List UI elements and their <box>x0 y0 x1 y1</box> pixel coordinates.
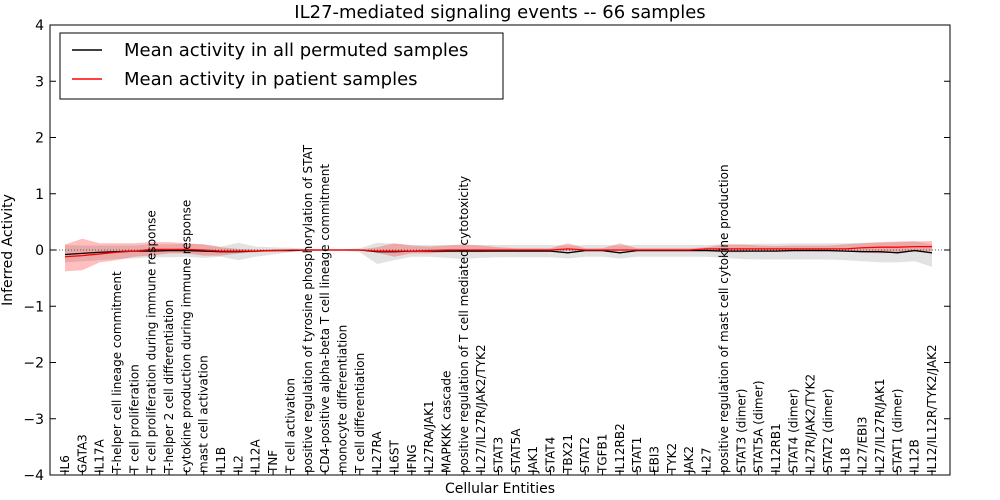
category-label: cytokine production during immune respon… <box>179 200 193 473</box>
category-label: IL2 <box>231 455 245 473</box>
category-label: IL27/EBI3 <box>856 416 870 473</box>
confidence-bands <box>65 238 932 272</box>
category-labels: IL6 GATA3 IL17A T-helper cell lineage commi… <box>58 144 939 474</box>
category-label: TNF <box>266 450 280 474</box>
category-label: T-helper cell lineage commitment <box>110 271 124 474</box>
category-label: STAT1 <box>630 437 644 473</box>
category-label: IL27RA/JAK1 <box>422 400 436 473</box>
y-tick-label: −3 <box>23 412 44 428</box>
category-label: T cell proliferation during immune respo… <box>145 210 159 474</box>
category-label: JAK1 <box>526 446 540 474</box>
y-tick-label: 1 <box>35 187 44 203</box>
category-label: T cell differentiation <box>353 353 367 474</box>
legend-box <box>59 32 504 100</box>
band-patient <box>65 238 932 272</box>
category-label: IL12A <box>249 439 263 473</box>
category-label: STAT4 (dimer) <box>786 389 800 473</box>
category-label: IL12RB1 <box>769 423 783 473</box>
category-label: positive regulation of T cell mediated c… <box>457 176 471 473</box>
category-label: STAT2 <box>578 437 592 473</box>
y-tick-label: −4 <box>23 468 44 484</box>
series-lines <box>50 245 950 258</box>
y-axis-ticks: 4 3 2 1 0 −1 −2 −3 −4 <box>23 18 950 484</box>
band-permuted <box>65 241 932 267</box>
y-tick-label: −2 <box>23 356 44 372</box>
category-label: monocyte differentiation <box>335 325 349 473</box>
y-tick-label: 2 <box>35 131 44 147</box>
category-label: IL6ST <box>387 440 401 473</box>
category-label: MAPKKK cascade <box>439 371 453 473</box>
category-label: STAT5A (dimer) <box>752 380 766 473</box>
category-label: STAT4 <box>544 437 558 473</box>
category-label: GATA3 <box>75 434 89 473</box>
category-label: IL18 <box>838 448 852 474</box>
y-tick-label: 0 <box>35 243 44 259</box>
category-label: IL27/IL27R/JAK1 <box>873 379 887 473</box>
series-line-patient <box>64 245 932 258</box>
category-label: TGFB1 <box>596 434 610 474</box>
category-label: IFNG <box>405 444 419 473</box>
category-label: EBI3 <box>648 446 662 473</box>
series-line-permuted <box>64 249 933 256</box>
legend-label-patient: Mean activity in patient samples <box>124 69 418 90</box>
category-label: mast cell activation <box>197 355 211 473</box>
category-label: IL17A <box>93 439 107 473</box>
category-label: positive regulation of tyrosine phosphor… <box>301 144 315 473</box>
category-label: IL27R/JAK2/TYK2 <box>804 374 818 473</box>
plot-frame <box>49 24 951 476</box>
category-label: T-helper 2 cell differentiation <box>162 300 176 474</box>
category-label: STAT3 <box>492 437 506 473</box>
y-tick-label: −1 <box>23 299 44 315</box>
category-label: JAK2 <box>682 446 696 474</box>
category-label: IL12B <box>908 439 922 473</box>
category-label: IL27RA <box>370 431 384 473</box>
category-label: TBX21 <box>561 434 575 474</box>
category-label: STAT5A <box>509 428 523 473</box>
category-label: positive regulation of mast cell cytokin… <box>717 164 731 473</box>
y-tick-label: 3 <box>35 74 44 90</box>
legend: Mean activity in all permuted samples Me… <box>59 32 504 100</box>
category-label: IL1B <box>214 447 228 473</box>
category-label: IL6 <box>58 455 72 473</box>
category-label: T cell proliferation <box>127 364 141 474</box>
category-label: STAT3 (dimer) <box>734 389 748 473</box>
category-label: IL27/IL27R/JAK2/TYK2 <box>474 344 488 473</box>
category-label: IL27 <box>700 448 714 474</box>
category-label: TYK2 <box>665 443 679 474</box>
category-label: STAT2 (dimer) <box>821 389 835 473</box>
y-tick-label: 4 <box>35 18 44 34</box>
x-axis-ticks <box>64 470 933 475</box>
chart-title: IL27-mediated signaling events -- 66 sam… <box>294 2 705 23</box>
category-label: IL12/IL12R/TYK2/JAK2 <box>925 344 939 473</box>
x-axis-label: Cellular Entities <box>445 481 555 497</box>
category-label: STAT1 (dimer) <box>890 389 904 473</box>
category-label: T cell activation <box>283 378 297 474</box>
category-label: IL12RB2 <box>613 423 627 473</box>
category-label: CD4-positive alpha-beta T cell lineage c… <box>318 164 332 473</box>
y-axis-label: Inferred Activity <box>0 194 16 306</box>
legend-label-permuted: Mean activity in all permuted samples <box>124 40 468 61</box>
